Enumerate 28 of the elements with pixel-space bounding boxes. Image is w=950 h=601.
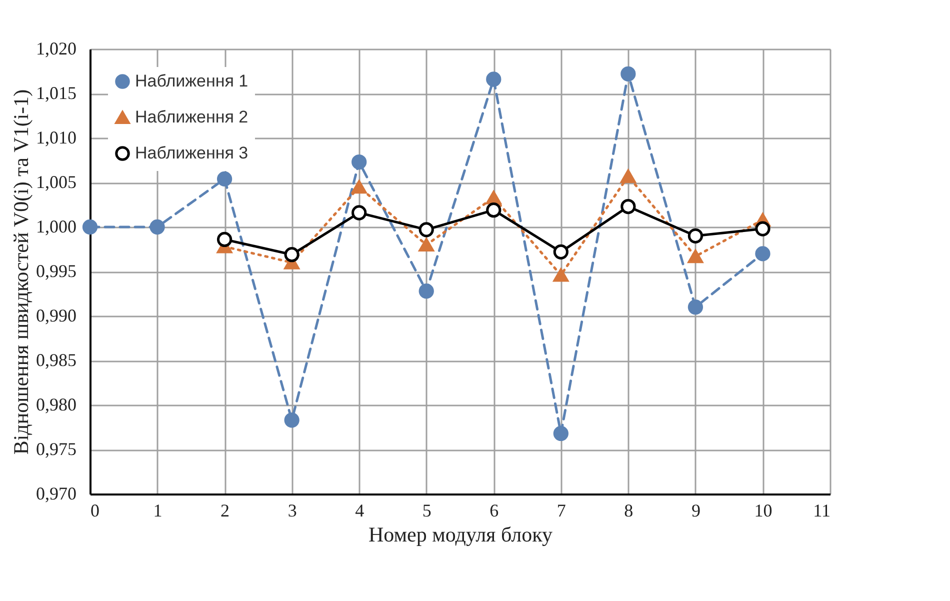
y-tick-label: 0,975 [36, 439, 76, 459]
x-tick-label: 11 [813, 500, 830, 520]
y-tick-label: 0,990 [36, 306, 76, 326]
y-tick-label: 1,010 [36, 128, 76, 148]
x-axis-title: Номер модуля блоку [368, 522, 553, 546]
y-tick-label: 0,980 [36, 394, 76, 414]
x-tick-label: 2 [220, 500, 230, 520]
x-tick-label: 0 [90, 500, 100, 520]
legend-label: Наближення 1 [135, 72, 248, 90]
x-tick-label: 8 [624, 500, 634, 520]
x-tick-label: 5 [422, 500, 432, 520]
x-tick-label: 6 [490, 500, 499, 520]
y-tick-label: 1,020 [36, 38, 76, 58]
y-tick-label: 0,970 [36, 484, 76, 504]
y-axis-title: Відношення швидкостей V0(i) та V1(i-1) [9, 89, 33, 455]
y-tick-label: 0,995 [36, 261, 76, 281]
y-tick-label: 0,985 [36, 350, 76, 370]
legend-label: Наближення 2 [135, 108, 248, 126]
y-tick-label: 1,000 [36, 216, 76, 236]
x-tick-label: 7 [556, 500, 566, 520]
x-tick-label: 9 [691, 500, 700, 520]
legend-label: Наближення 3 [135, 144, 248, 162]
x-tick-label: 10 [754, 500, 772, 520]
y-tick-label: 1,005 [36, 172, 76, 192]
x-tick-label: 1 [153, 500, 162, 520]
y-tick-label: 1,015 [36, 83, 76, 103]
x-tick-label: 3 [288, 500, 297, 520]
x-tick-label: 4 [355, 500, 364, 520]
